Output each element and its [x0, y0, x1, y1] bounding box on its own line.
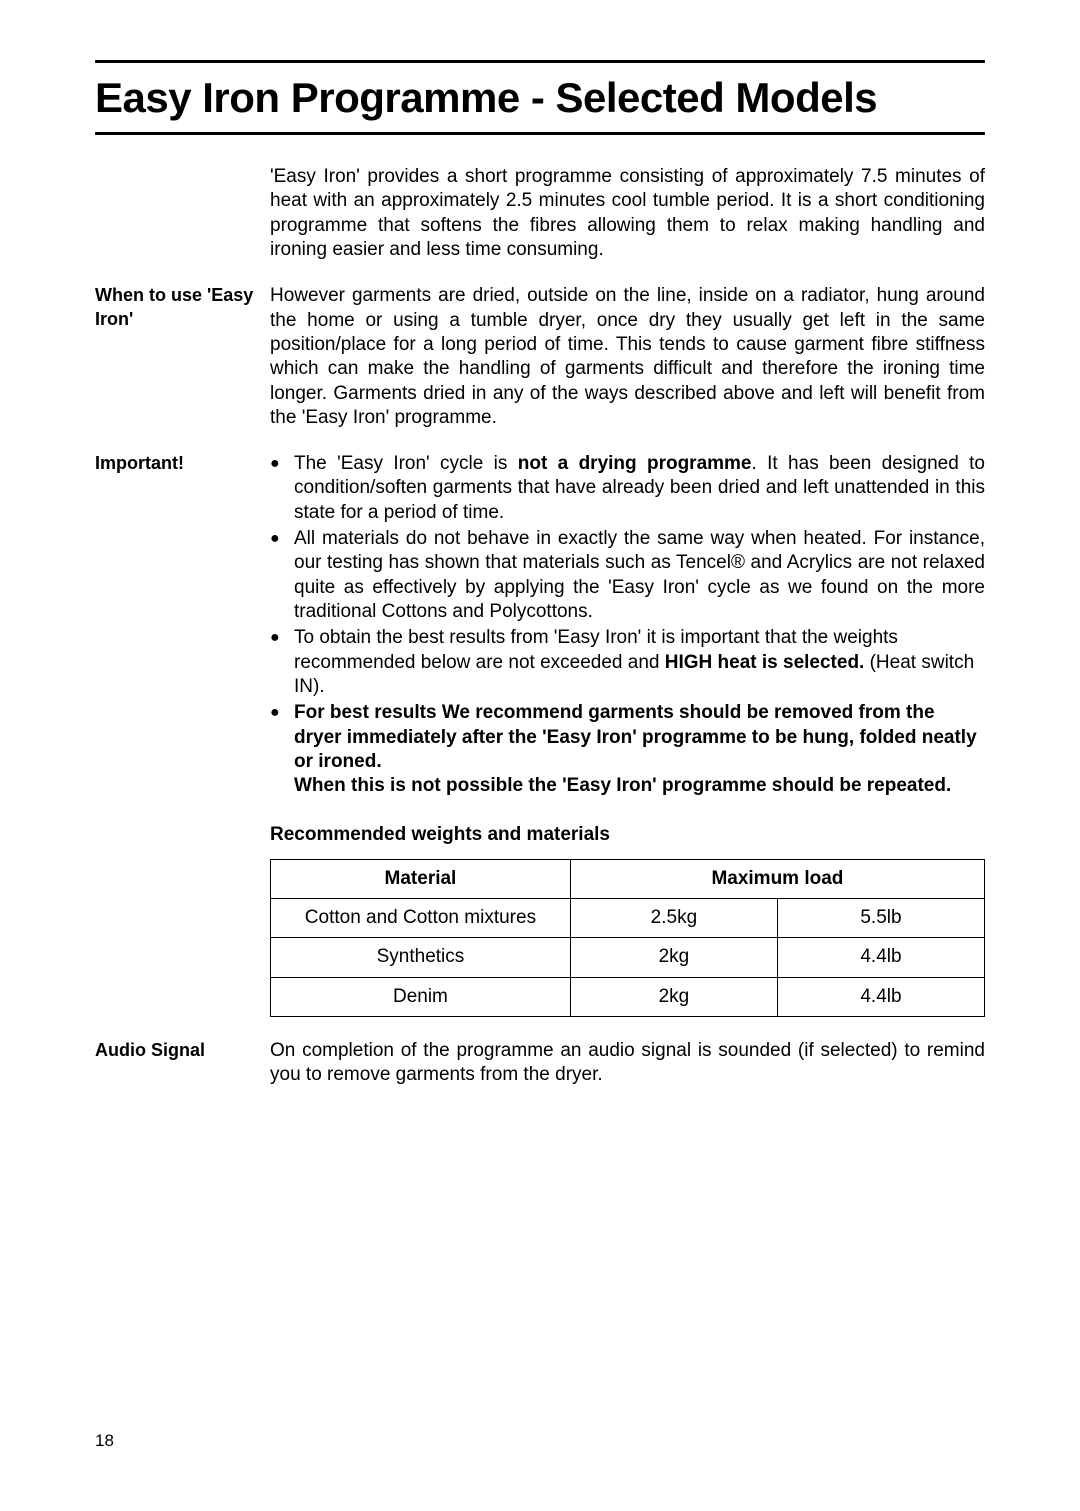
- bullet-marker-icon: ●: [270, 701, 294, 725]
- cell-material: Synthetics: [271, 938, 571, 977]
- table-row: Denim 2kg 4.4lb: [271, 977, 985, 1016]
- when-to-use-text: However garments are dried, outside on t…: [270, 284, 985, 430]
- table-row: Synthetics 2kg 4.4lb: [271, 938, 985, 977]
- when-to-use-label: When to use 'Easy Iron': [95, 284, 270, 331]
- cell-kg: 2kg: [570, 977, 777, 1016]
- bullet-2: ● All materials do not behave in exactly…: [270, 527, 985, 624]
- content-area: 'Easy Iron' provides a short programme c…: [95, 165, 985, 1088]
- important-bullets: ● The 'Easy Iron' cycle is not a drying …: [270, 452, 985, 798]
- th-material: Material: [271, 859, 571, 898]
- bullet-marker-icon: ●: [270, 452, 294, 476]
- cell-lb: 4.4lb: [777, 977, 984, 1016]
- th-maxload: Maximum load: [570, 859, 984, 898]
- table-title: Recommended weights and materials: [270, 823, 985, 847]
- bullet-2-text: All materials do not behave in exactly t…: [294, 527, 985, 624]
- b4-bold2: When this is not possible the 'Easy Iron…: [294, 775, 951, 796]
- audio-signal-text: On completion of the programme an audio …: [270, 1039, 985, 1088]
- intro-text: 'Easy Iron' provides a short programme c…: [270, 165, 985, 262]
- bullet-4-text: For best results We recommend garments s…: [294, 701, 985, 798]
- table-header-row: Material Maximum load: [271, 859, 985, 898]
- bullet-1-text: The 'Easy Iron' cycle is not a drying pr…: [294, 452, 985, 525]
- bullet-3: ● To obtain the best results from 'Easy …: [270, 626, 985, 699]
- bullet-3-text: To obtain the best results from 'Easy Ir…: [294, 626, 985, 699]
- cell-material: Cotton and Cotton mixtures: [271, 899, 571, 938]
- b3-bold: HIGH heat is selected.: [665, 652, 865, 673]
- page-heading: Easy Iron Programme - Selected Models: [95, 68, 985, 135]
- cell-material: Denim: [271, 977, 571, 1016]
- audio-signal-label: Audio Signal: [95, 1039, 270, 1062]
- bullet-marker-icon: ●: [270, 626, 294, 650]
- top-rule: [95, 60, 985, 63]
- important-content: ● The 'Easy Iron' cycle is not a drying …: [270, 452, 985, 800]
- bullet-4: ● For best results We recommend garments…: [270, 701, 985, 798]
- cell-lb: 5.5lb: [777, 899, 984, 938]
- important-label: Important!: [95, 452, 270, 475]
- b1-bold: not a drying programme: [518, 453, 752, 474]
- table-row: Cotton and Cotton mixtures 2.5kg 5.5lb: [271, 899, 985, 938]
- cell-lb: 4.4lb: [777, 938, 984, 977]
- when-to-use-row: When to use 'Easy Iron' However garments…: [95, 284, 985, 430]
- bullet-marker-icon: ●: [270, 527, 294, 551]
- cell-kg: 2.5kg: [570, 899, 777, 938]
- page-number: 18: [95, 1431, 114, 1451]
- b4-bold1: For best results We recommend garments s…: [294, 702, 977, 772]
- important-row: Important! ● The 'Easy Iron' cycle is no…: [95, 452, 985, 800]
- table-row: Recommended weights and materials Materi…: [95, 823, 985, 1018]
- b1-pre: The 'Easy Iron' cycle is: [294, 453, 518, 474]
- intro-row: 'Easy Iron' provides a short programme c…: [95, 165, 985, 262]
- bullet-1: ● The 'Easy Iron' cycle is not a drying …: [270, 452, 985, 525]
- cell-kg: 2kg: [570, 938, 777, 977]
- weights-table: Material Maximum load Cotton and Cotton …: [270, 859, 985, 1017]
- audio-signal-row: Audio Signal On completion of the progra…: [95, 1039, 985, 1088]
- table-content: Recommended weights and materials Materi…: [270, 823, 985, 1018]
